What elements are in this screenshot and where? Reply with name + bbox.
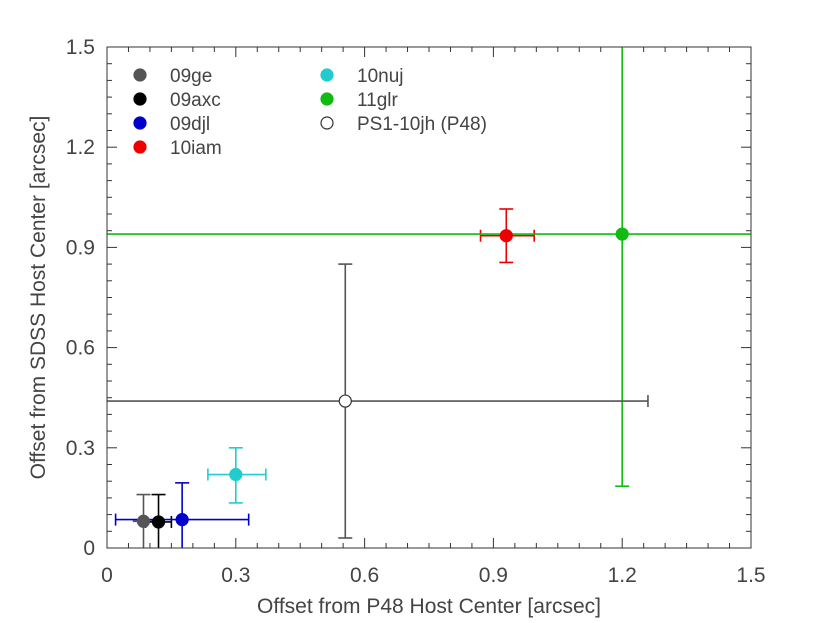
x-tick-label: 0.9 — [479, 564, 508, 587]
point-09djl — [175, 513, 189, 527]
legend-label-09ge: 09ge — [170, 66, 212, 87]
legend-marker-09axc — [133, 92, 147, 106]
point-11glr — [615, 227, 629, 241]
x-tick-label: 1.2 — [608, 564, 637, 587]
legend-marker-09djl — [133, 116, 147, 130]
legend-label-10iam: 10iam — [170, 138, 222, 159]
legend: 09ge 09axc 09djl 10iam 10nuj 11glr PS1-10jh (P… — [133, 66, 487, 159]
point-09axc — [151, 515, 166, 529]
legend-label-PS1-10jh (P48): PS1-10jh (P48) — [357, 114, 487, 135]
x-tick-label: 0 — [101, 564, 113, 587]
legend-marker-11glr — [320, 92, 334, 106]
legend-marker-10nuj — [320, 68, 334, 82]
legend-label-10nuj: 10nuj — [357, 66, 404, 87]
point-10nuj — [229, 467, 243, 482]
x-tick-label: 0.6 — [350, 564, 379, 587]
point-10iam — [499, 229, 513, 243]
point-PS1-10jh (P48) — [338, 394, 352, 408]
y-tick-label: 0.3 — [66, 437, 95, 460]
legend-label-11glr: 11glr — [357, 90, 399, 111]
plot-frame — [106, 46, 752, 549]
x-tick-label: 0.3 — [221, 564, 250, 587]
y-tick-label: 0 — [83, 537, 95, 560]
point-09ge — [136, 514, 151, 528]
y-tick-label: 0.6 — [66, 337, 95, 360]
legend-label-09axc: 09axc — [170, 90, 221, 111]
legend-label-09djl: 09djl — [170, 114, 210, 135]
y-tick-label: 1.5 — [66, 36, 95, 59]
y-axis-label: Offset from SDSS Host Center [arcsec] — [27, 116, 50, 480]
legend-marker-PS1-10jh (P48) — [320, 116, 334, 130]
legend-marker-10iam — [133, 140, 147, 154]
y-tick-label: 0.9 — [66, 236, 95, 259]
x-tick-labels: 0 0.3 0.6 0.9 1.2 1.5 — [101, 564, 765, 587]
data-points — [136, 227, 629, 529]
legend-marker-09ge — [133, 68, 147, 82]
y-tick-labels: 0 0.3 0.6 0.9 1.2 1.5 — [66, 36, 95, 560]
x-tick-label: 1.5 — [736, 564, 765, 587]
y-tick-label: 1.2 — [66, 136, 95, 159]
x-axis-label: Offset from P48 Host Center [arcsec] — [257, 595, 601, 618]
